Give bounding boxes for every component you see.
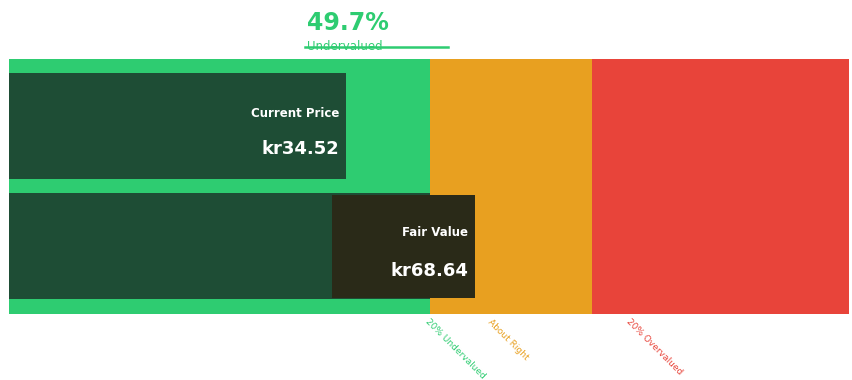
Text: 20% Undervalued: 20% Undervalued xyxy=(423,317,487,380)
Text: 20% Overvalued: 20% Overvalued xyxy=(624,317,683,377)
Bar xyxy=(9,73,346,179)
Text: Undervalued: Undervalued xyxy=(307,40,383,53)
Text: Fair Value: Fair Value xyxy=(401,226,468,239)
Text: kr34.52: kr34.52 xyxy=(262,141,339,158)
Text: Current Price: Current Price xyxy=(250,107,339,120)
Bar xyxy=(331,195,475,298)
Bar xyxy=(9,59,429,313)
Bar xyxy=(429,59,592,313)
Bar xyxy=(9,193,429,299)
Bar xyxy=(592,59,848,313)
Text: 49.7%: 49.7% xyxy=(307,11,389,35)
Text: About Right: About Right xyxy=(485,317,529,362)
Text: kr68.64: kr68.64 xyxy=(389,262,468,280)
